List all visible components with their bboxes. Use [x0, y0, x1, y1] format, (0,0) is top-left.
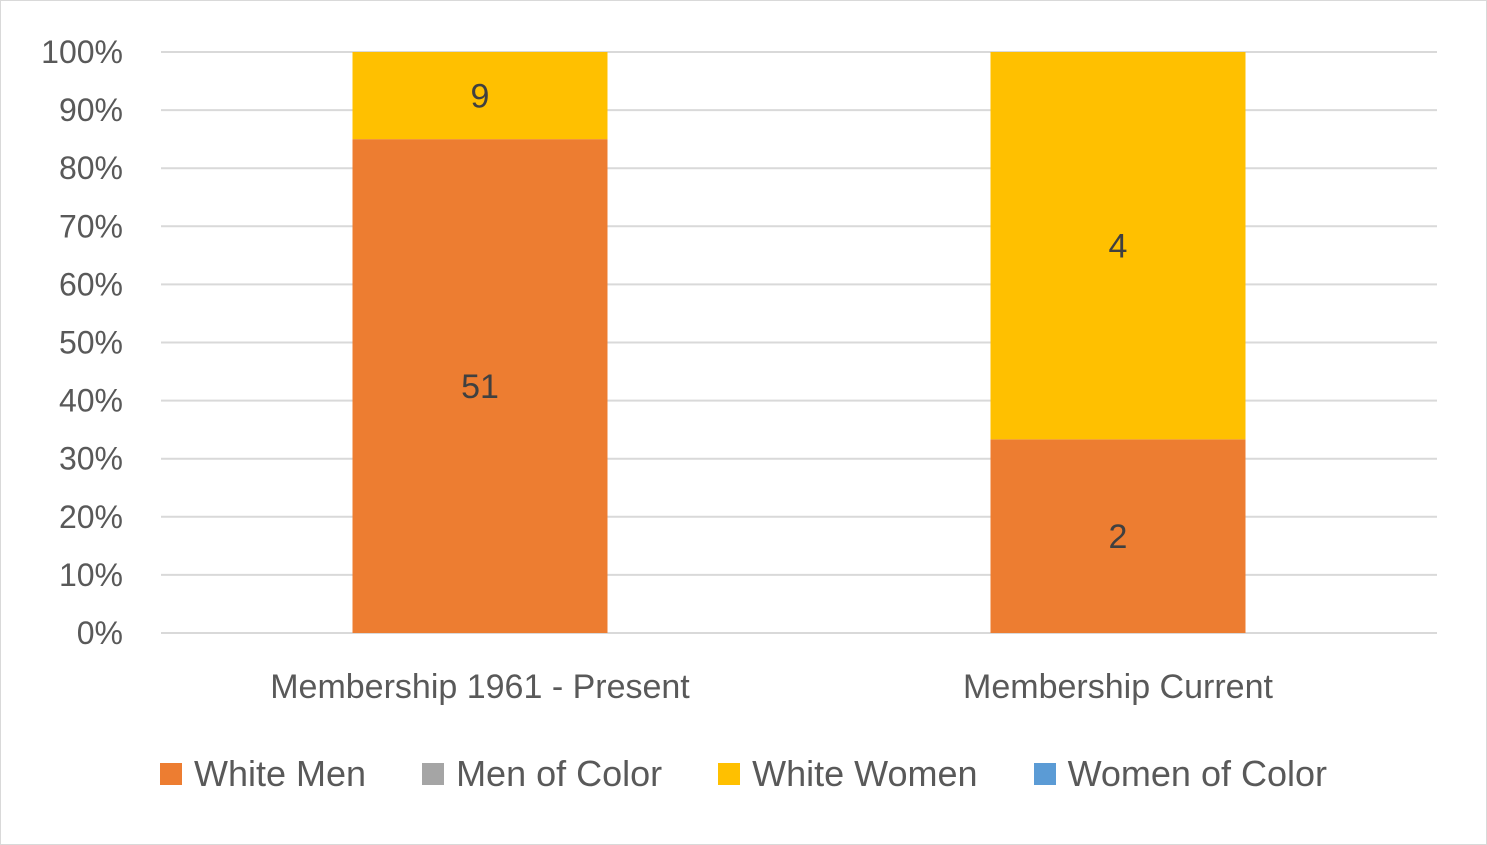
y-tick-label: 70%	[59, 208, 123, 244]
bar-segment	[990, 439, 1246, 633]
data-label: 9	[471, 78, 490, 116]
x-category-label: Membership 1961 - Present	[270, 668, 690, 706]
bar-segment	[352, 139, 608, 633]
chart-plot: 0% 10% 20% 30% 40% 50% 60% 70% 80% 90% 100% 51 9 Memb…	[41, 34, 1437, 706]
y-tick-label: 10%	[59, 557, 123, 593]
legend-label: White Men	[194, 753, 367, 794]
legend: White Men Men of Color White Women Women of…	[1, 753, 1486, 795]
bar-segment	[990, 52, 1246, 440]
legend-item: Women of Color	[1033, 753, 1327, 795]
y-tick-label: 80%	[59, 150, 123, 186]
y-tick-label: 60%	[59, 266, 123, 302]
legend-swatch	[422, 763, 445, 785]
y-tick-label: 30%	[59, 441, 123, 477]
data-label: 4	[1109, 228, 1128, 266]
legend-label: Women of Color	[1067, 753, 1327, 794]
y-tick-label: 100%	[41, 34, 123, 70]
y-tick-label: 40%	[59, 383, 123, 419]
y-tick-label: 20%	[59, 499, 123, 535]
y-tick-label: 50%	[59, 325, 123, 361]
legend-label: White Women	[752, 753, 978, 794]
legend-swatch	[160, 763, 182, 785]
legend-swatch	[718, 763, 741, 785]
legend-item: White Men	[160, 753, 366, 795]
bar-segment	[352, 52, 608, 140]
data-label: 51	[461, 368, 499, 406]
data-label: 2	[1109, 518, 1128, 556]
x-category-label: Membership Current	[963, 668, 1273, 706]
legend-item: White Women	[718, 753, 978, 795]
legend-item: Men of Color	[422, 753, 662, 795]
legend-label: Men of Color	[456, 753, 663, 794]
y-tick-label: 90%	[59, 92, 123, 128]
y-tick-label: 0%	[77, 615, 123, 651]
legend-swatch	[1033, 763, 1056, 785]
